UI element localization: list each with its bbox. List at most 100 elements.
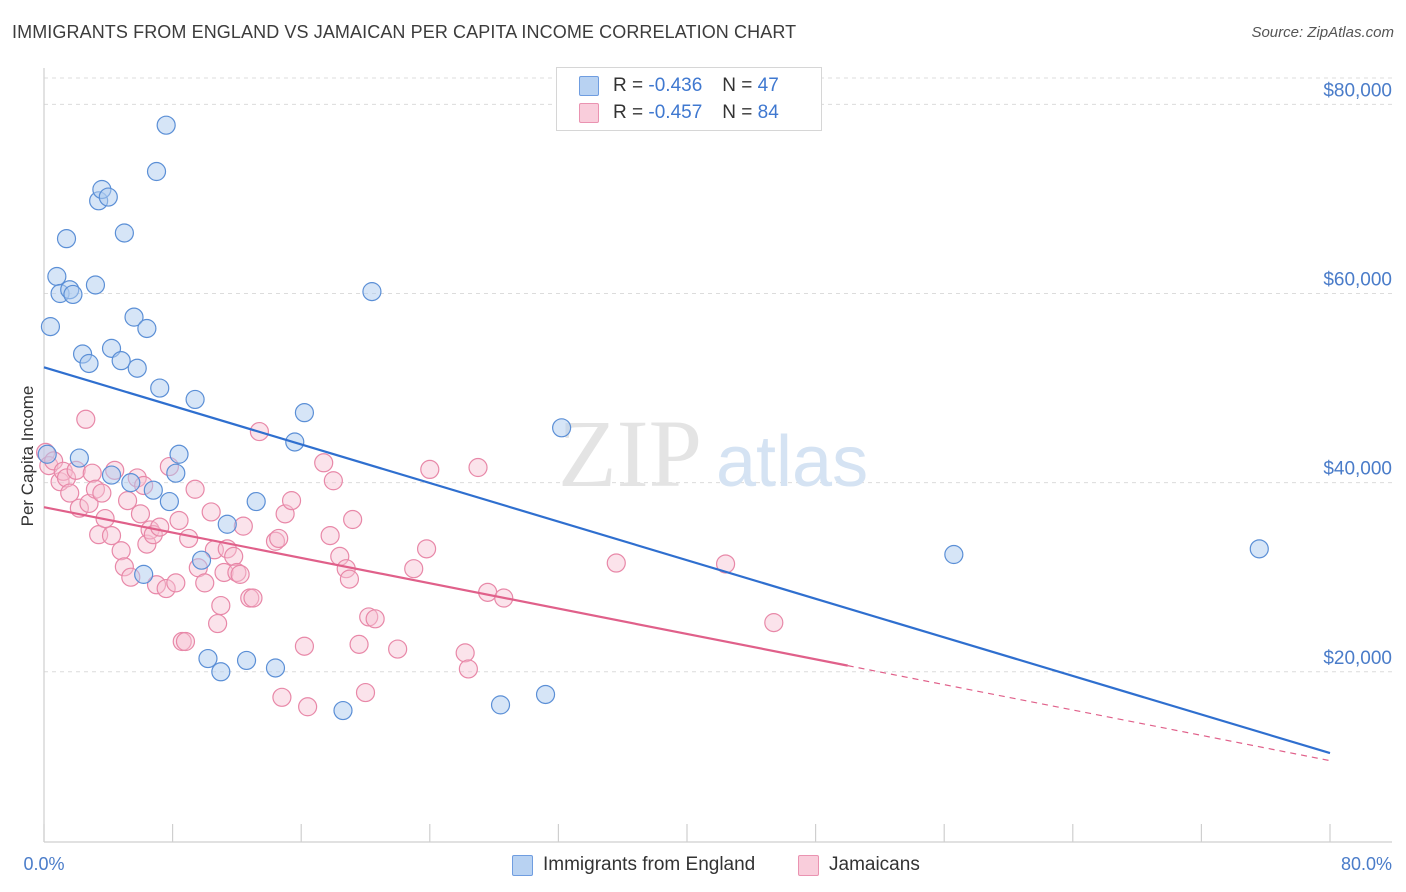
legend-n-label: N = — [722, 102, 753, 123]
england-point — [236, 650, 257, 671]
jamaica-point — [420, 459, 440, 480]
jamaica-point — [175, 631, 196, 652]
jamaica-point — [314, 453, 334, 473]
stats-legend: R = -0.436 N = 47 R = -0.457 N = 84 — [556, 67, 822, 131]
jamaica-point — [185, 479, 205, 499]
england-trend-line — [43, 366, 1331, 755]
england-point — [37, 444, 57, 464]
england-point — [111, 351, 131, 371]
jamaica-point — [211, 595, 231, 616]
jamaica-point — [230, 564, 250, 584]
jamaica-point — [323, 471, 343, 491]
jamaica-point — [201, 502, 221, 522]
england-point — [150, 378, 170, 398]
england-point — [191, 550, 212, 570]
jamaica-point — [146, 575, 167, 595]
england-point — [63, 284, 83, 305]
jamaica-point — [179, 528, 199, 549]
source-label: Source: ZipAtlas.com — [1251, 24, 1394, 41]
watermark-zip: ZIP — [558, 400, 702, 507]
england-point — [101, 465, 122, 485]
legend-r-value: -0.436 — [648, 75, 703, 96]
jamaica-point — [227, 562, 247, 583]
england-point — [535, 684, 556, 705]
england-point — [98, 187, 118, 207]
england-point — [85, 275, 106, 295]
jamaica-point — [416, 539, 437, 559]
england-points — [37, 115, 1269, 721]
y-tick-label: $80,000 — [1323, 80, 1392, 101]
jamaica-point — [92, 483, 112, 503]
jamaica-point — [349, 634, 369, 654]
jamaica-point — [156, 578, 176, 599]
y-tick-label: $20,000 — [1323, 648, 1392, 669]
jamaica-point — [114, 557, 134, 577]
england-point — [134, 564, 154, 584]
jamaica-point — [208, 613, 228, 634]
england-point — [552, 418, 572, 438]
england-point — [198, 648, 218, 669]
bottom-swatch-england — [512, 854, 533, 876]
jamaica-point — [82, 463, 102, 483]
jamaica-point — [343, 509, 363, 530]
england-point — [69, 448, 89, 468]
jamaica-point — [606, 553, 626, 573]
england-point — [159, 491, 179, 512]
legend-row-england: R = -0.436 N = 47 — [579, 73, 779, 99]
jamaica-point — [458, 659, 478, 679]
jamaica-point — [272, 687, 292, 707]
watermark: ZIP atlas — [558, 400, 868, 507]
jamaica-point — [76, 409, 96, 429]
england-point — [156, 115, 176, 135]
england-point — [121, 473, 141, 493]
y-tick-label: $60,000 — [1323, 270, 1392, 291]
england-point — [146, 161, 167, 182]
jamaica-point — [269, 528, 289, 549]
jamaica-trend-extension — [847, 665, 1331, 762]
chart-title: IMMIGRANTS FROM ENGLAND VS JAMAICAN PER … — [12, 22, 797, 42]
england-point — [56, 229, 77, 249]
y-tick-label: $40,000 — [1323, 459, 1392, 480]
jamaica-point — [355, 682, 376, 703]
x-tick-label: 80.0% — [1341, 854, 1392, 874]
bottom-legend-jamaica: Jamaicans — [798, 852, 920, 878]
jamaica-point — [388, 639, 408, 659]
jamaica-point — [79, 493, 99, 514]
legend-n-label: N = — [722, 75, 753, 96]
legend-n-value: 84 — [757, 102, 779, 123]
trend-lines — [43, 366, 1331, 762]
bottom-legend-label: Immigrants from England — [543, 854, 756, 875]
england-point — [40, 317, 61, 337]
england-point — [114, 223, 134, 243]
england-point — [362, 282, 382, 302]
england-point — [137, 318, 157, 339]
tick-labels: $20,000 $40,000 $60,000 $80,000 0.0% 80.0% — [23, 80, 1392, 874]
jamaica-point — [281, 491, 302, 511]
jamaica-point — [365, 609, 385, 629]
jamaica-trend-line — [43, 506, 848, 667]
jamaica-point — [764, 613, 784, 633]
legend-row-jamaica: R = -0.457 N = 84 — [579, 100, 779, 126]
england-point — [185, 389, 205, 410]
england-point — [265, 658, 286, 678]
england-point — [246, 491, 266, 512]
england-point — [211, 662, 231, 682]
jamaica-point — [166, 573, 186, 593]
jamaica-point — [468, 457, 488, 478]
jamaica-point — [715, 554, 736, 574]
legend-r-label: R = — [613, 102, 644, 123]
jamaica-point — [298, 697, 318, 717]
jamaica-point — [150, 517, 170, 537]
jamaica-point — [101, 525, 122, 546]
england-point — [166, 463, 186, 483]
england-point — [79, 353, 99, 374]
jamaica-point — [233, 516, 253, 536]
england-point — [217, 514, 237, 534]
england-point — [124, 307, 144, 327]
jamaica-point — [265, 531, 286, 551]
england-point — [944, 544, 964, 565]
england-point — [333, 700, 353, 721]
watermark-atlas: atlas — [716, 422, 868, 502]
legend-n-value: 47 — [757, 75, 779, 96]
